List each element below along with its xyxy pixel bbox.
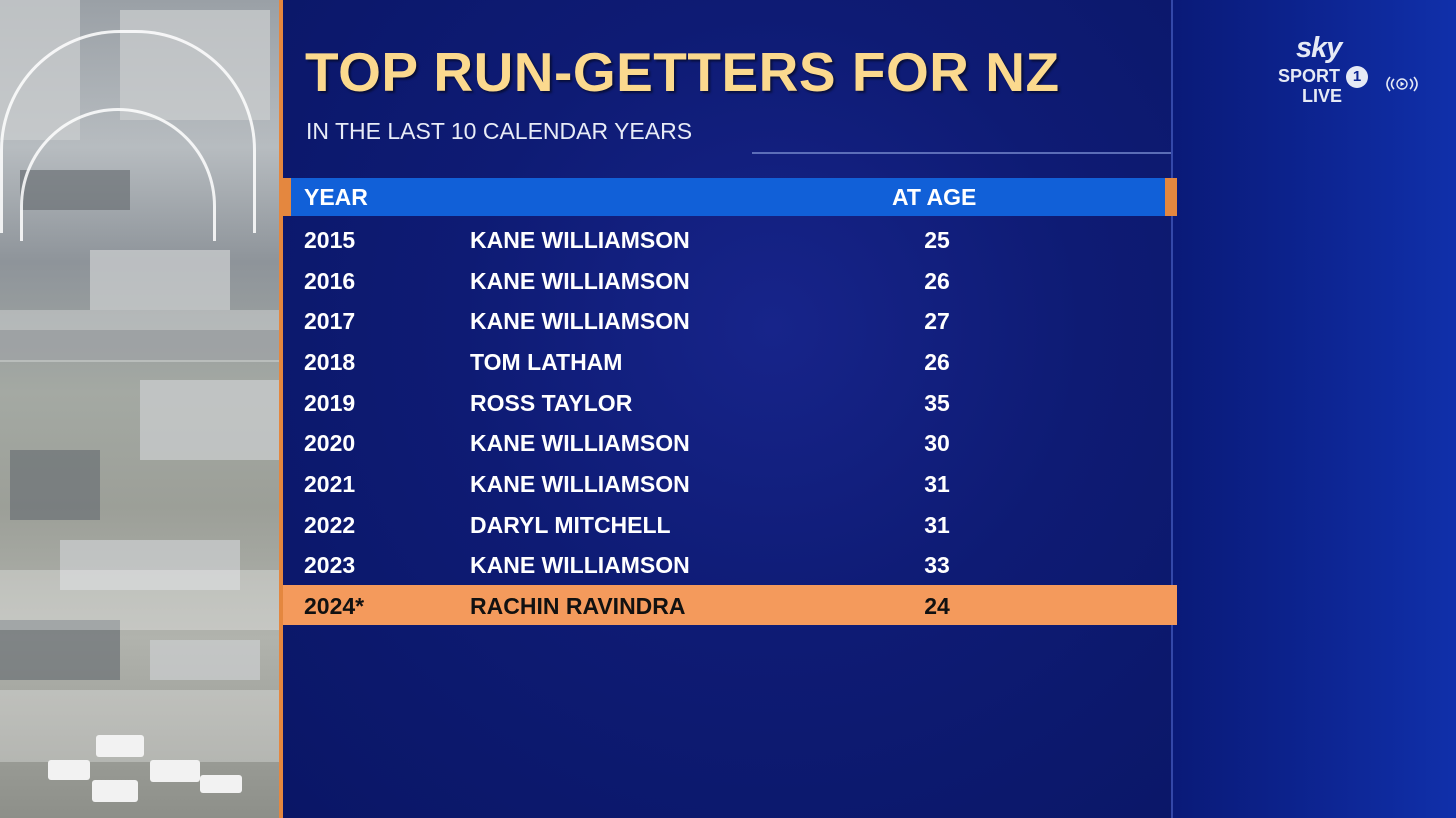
row-year: 2019	[304, 390, 356, 416]
row-year: 2020	[304, 430, 356, 456]
panel-divider	[1171, 0, 1173, 818]
column-header-age: AT AGE	[892, 184, 977, 210]
broadcaster-logo: sky SPORT 1 LIVE	[1278, 32, 1448, 112]
table-row: 2020 KANE WILLIAMSON 30	[283, 422, 1177, 462]
table-row: 2018 TOM LATHAM 26	[283, 341, 1177, 381]
table-row: 2016 KANE WILLIAMSON 26	[283, 260, 1177, 300]
row-player: KANE WILLIAMSON	[470, 227, 690, 253]
row-year: 2016	[304, 268, 356, 294]
logo-live: LIVE	[1302, 86, 1343, 106]
table-header	[283, 178, 1165, 216]
row-year: 2022	[304, 512, 356, 538]
row-age: 35	[924, 390, 950, 416]
row-player: KANE WILLIAMSON	[470, 308, 690, 334]
row-year: 2024*	[304, 593, 365, 619]
logo-brand: sky	[1296, 32, 1342, 64]
row-age: 33	[924, 552, 950, 578]
graphic-subtitle: IN THE LAST 10 CALENDAR YEARS	[306, 118, 693, 144]
row-player: KANE WILLIAMSON	[470, 552, 690, 578]
table-row: 2015 KANE WILLIAMSON 25	[283, 219, 1177, 259]
table-row: 2021 KANE WILLIAMSON 31	[283, 463, 1177, 503]
row-year: 2018	[304, 349, 356, 375]
table-row: 2023 KANE WILLIAMSON 33	[283, 544, 1177, 584]
row-age: 31	[924, 471, 950, 497]
row-age: 30	[924, 430, 950, 456]
background-photo	[0, 0, 280, 818]
row-player: KANE WILLIAMSON	[470, 268, 690, 294]
subtitle-divider	[752, 152, 1171, 154]
logo-channel-number: 1	[1346, 66, 1368, 88]
table-row: 2017 KANE WILLIAMSON 27	[283, 300, 1177, 340]
row-age: 24	[924, 593, 950, 619]
row-year: 2017	[304, 308, 356, 334]
right-background	[1173, 0, 1456, 818]
row-age: 25	[924, 227, 950, 253]
row-year: 2023	[304, 552, 356, 578]
graphic-panel	[283, 0, 1173, 818]
row-age: 26	[924, 349, 950, 375]
row-player: DARYL MITCHELL	[470, 512, 671, 538]
header-accent-left	[283, 178, 291, 216]
row-age: 27	[924, 308, 950, 334]
row-player: KANE WILLIAMSON	[470, 471, 690, 497]
row-player: TOM LATHAM	[470, 349, 623, 375]
row-year: 2015	[304, 227, 356, 253]
highlighted-row: 2024* RACHIN RAVINDRA 24	[283, 585, 1177, 625]
row-player: RACHIN RAVINDRA	[470, 593, 686, 619]
left-accent-stripe	[279, 0, 283, 818]
logo-channel: SPORT	[1278, 66, 1341, 86]
row-year: 2021	[304, 471, 356, 497]
row-age: 26	[924, 268, 950, 294]
row-player: KANE WILLIAMSON	[470, 430, 690, 456]
live-broadcast-icon	[1386, 76, 1418, 92]
table-row: 2022 DARYL MITCHELL 31	[283, 504, 1177, 544]
header-accent-right	[1165, 178, 1177, 216]
column-header-year: YEAR	[304, 184, 368, 210]
row-player: ROSS TAYLOR	[470, 390, 633, 416]
table-row: 2019 ROSS TAYLOR 35	[283, 382, 1177, 422]
graphic-title: TOP RUN-GETTERS FOR NZ	[305, 41, 1060, 103]
row-age: 31	[924, 512, 950, 538]
